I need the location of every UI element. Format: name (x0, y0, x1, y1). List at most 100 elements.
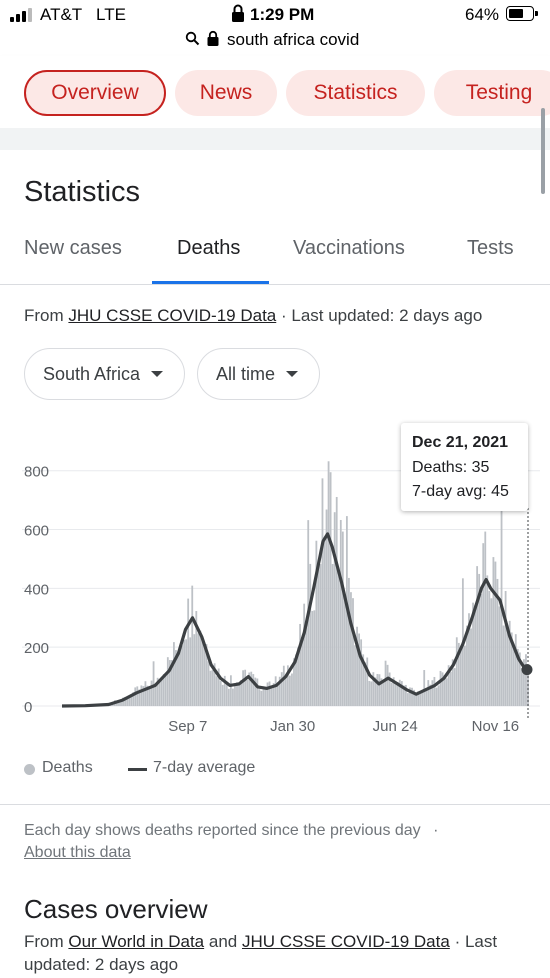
tab-tests[interactable]: Tests (467, 237, 514, 259)
tab-vaccinations[interactable]: Vaccinations (293, 237, 405, 259)
bar (411, 687, 413, 706)
bar (523, 659, 525, 706)
bar (282, 665, 285, 706)
range-dropdown-label: All time (216, 364, 276, 384)
bar (240, 680, 242, 706)
bar (170, 660, 173, 706)
range-dropdown[interactable]: All time (197, 348, 320, 400)
bar (372, 672, 375, 706)
bar (207, 661, 210, 706)
source-link[interactable]: JHU CSSE COVID-19 Data (68, 306, 277, 325)
chart-tooltip: Dec 21, 2021 Deaths: 35 7-day avg: 45 (401, 423, 528, 511)
bar (433, 676, 436, 706)
bar (177, 654, 179, 706)
bar (343, 594, 346, 706)
y-tick-label: 800 (24, 464, 49, 481)
battery-percent: 64% (465, 5, 500, 24)
bar (234, 684, 236, 706)
jhu-link[interactable]: JHU CSSE COVID-19 Data (241, 932, 450, 951)
bar (394, 684, 397, 706)
bar (130, 696, 133, 706)
signal-icon (10, 8, 36, 22)
bar (315, 540, 318, 706)
bar (329, 472, 332, 706)
bar (301, 637, 304, 706)
chip-testing[interactable]: Testing (434, 70, 550, 116)
search-icon (185, 31, 200, 51)
tab-new-cases[interactable]: New cases (24, 237, 122, 259)
bar (201, 638, 204, 706)
bar (339, 519, 342, 706)
bar (280, 672, 283, 706)
about-data-link[interactable]: About this data (24, 844, 131, 861)
bar (120, 700, 122, 706)
bar (262, 686, 265, 706)
bar (185, 639, 188, 706)
bar (164, 675, 167, 706)
bar (435, 687, 438, 706)
cases-source-and: and (208, 932, 238, 951)
bar (213, 663, 216, 706)
bar (331, 563, 334, 706)
tab-deaths[interactable]: Deaths (177, 237, 241, 259)
y-tick-label: 400 (24, 581, 49, 598)
bar (289, 675, 291, 706)
bar (193, 634, 196, 706)
bar (286, 665, 289, 706)
bar (156, 677, 159, 706)
bar (126, 697, 129, 706)
bar (423, 670, 426, 706)
statistics-tabs: New cases Deaths Vaccinations Tests (0, 226, 550, 285)
bar (405, 684, 407, 706)
bar (437, 685, 440, 706)
caret-down-icon (286, 371, 298, 377)
bar (506, 625, 509, 706)
deaths-chart[interactable]: 0 200 400 600 800 Sep 7 Jan 30 Jun 24 Nov 16 (0, 420, 550, 750)
bar (136, 686, 139, 706)
bar (144, 681, 147, 706)
bar (118, 701, 120, 706)
bar (453, 668, 456, 706)
bar (362, 654, 365, 706)
region-dropdown-label: South Africa (43, 364, 141, 384)
owid-link[interactable]: Our World in Data (68, 932, 205, 951)
bar (520, 667, 523, 706)
chip-statistics[interactable]: Statistics (286, 70, 425, 116)
active-tab-underline (152, 281, 269, 284)
bar (392, 677, 395, 706)
network-type: LTE (96, 5, 126, 24)
bar (284, 677, 287, 706)
bar (203, 642, 206, 706)
bar (160, 680, 163, 706)
region-dropdown[interactable]: South Africa (24, 348, 185, 400)
bar (252, 674, 255, 706)
chip-overview[interactable]: Overview (24, 70, 166, 116)
bar (466, 625, 468, 706)
bar (400, 681, 403, 706)
bar (478, 573, 481, 706)
scroll-indicator (541, 108, 545, 194)
address-bar[interactable]: south africa covid (0, 28, 550, 52)
chip-news[interactable]: News (175, 70, 277, 116)
chart-svg: 0 200 400 600 800 Sep 7 Jan 30 Jun 24 Nov 16 (22, 461, 540, 735)
bar (451, 659, 454, 706)
bar (142, 686, 145, 706)
bar (352, 598, 354, 706)
cases-overview-source: From Our World in Data and JHU CSSE COVI… (24, 930, 534, 976)
bar (258, 689, 261, 706)
bar (445, 678, 448, 706)
bar (525, 654, 527, 706)
bar (305, 627, 308, 706)
bar (490, 598, 493, 706)
bar (459, 649, 462, 706)
bar (333, 512, 336, 706)
bar (295, 654, 297, 706)
bar (356, 626, 358, 706)
bar (238, 683, 240, 706)
bar (197, 633, 200, 706)
bar (407, 693, 409, 706)
bar (376, 673, 379, 706)
bar (181, 645, 183, 706)
bar (264, 689, 267, 706)
bar (388, 672, 391, 706)
